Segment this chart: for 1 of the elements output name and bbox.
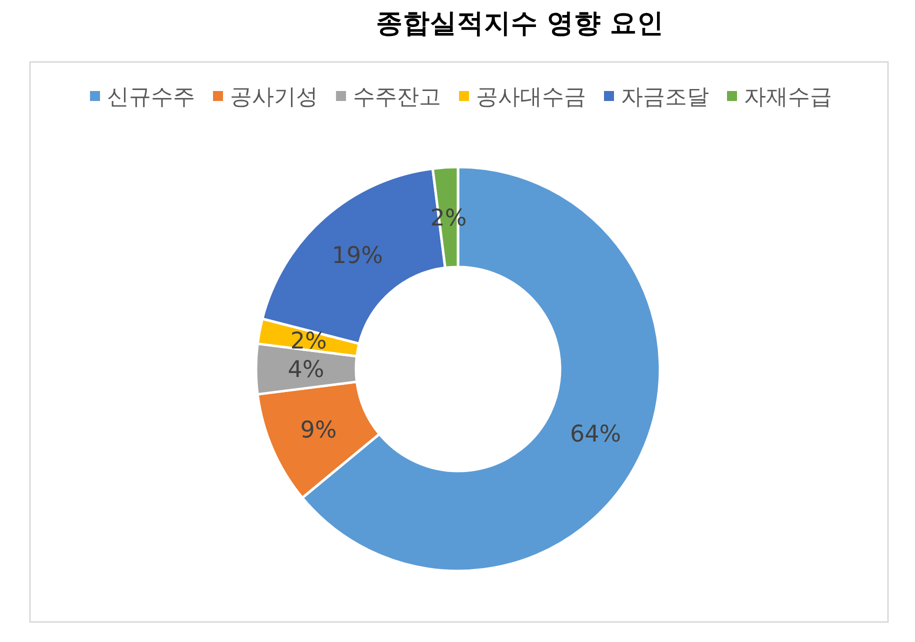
title: 종합실적지수 영향 요인 [376,8,664,39]
